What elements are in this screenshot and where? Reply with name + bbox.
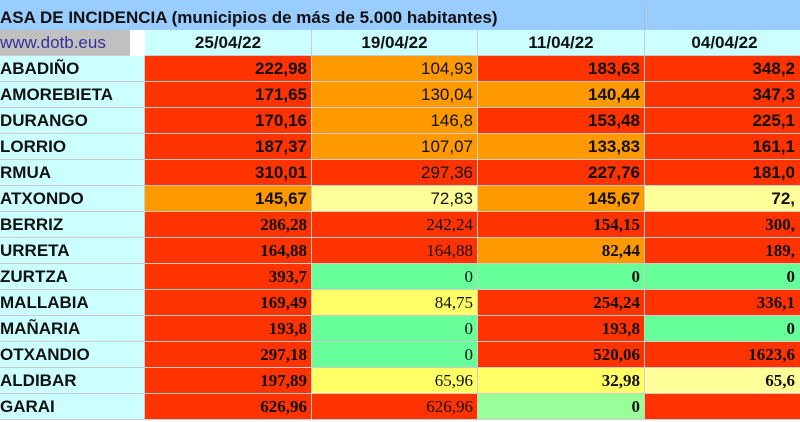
- incidence-cell[interactable]: 393,7: [145, 264, 312, 290]
- header-row: www.dotb.eus 25/04/22 19/04/22 11/04/22 …: [0, 30, 800, 56]
- date-header[interactable]: 11/04/22: [478, 30, 645, 56]
- incidence-cell[interactable]: 227,76: [478, 160, 645, 186]
- municipality-name[interactable]: RMUA: [0, 160, 145, 186]
- incidence-cell[interactable]: 520,06: [478, 342, 645, 368]
- incidence-cell[interactable]: 197,89: [145, 368, 312, 394]
- incidence-cell[interactable]: 72,: [645, 186, 800, 212]
- incidence-cell[interactable]: 187,37: [145, 134, 312, 160]
- site-link[interactable]: www.dotb.eus: [0, 30, 145, 56]
- incidence-cell[interactable]: 189,: [645, 238, 800, 264]
- incidence-cell[interactable]: 140,44: [478, 82, 645, 108]
- incidence-cell[interactable]: 65,96: [312, 368, 478, 394]
- incidence-cell[interactable]: 286,28: [145, 212, 312, 238]
- incidence-cell[interactable]: 348,2: [645, 56, 800, 82]
- incidence-cell[interactable]: 0: [478, 264, 645, 290]
- incidence-cell[interactable]: 297,36: [312, 160, 478, 186]
- incidence-cell[interactable]: 0: [312, 342, 478, 368]
- municipality-name[interactable]: GARAI: [0, 394, 145, 420]
- incidence-cell[interactable]: 153,48: [478, 108, 645, 134]
- incidence-cell[interactable]: 222,98: [145, 56, 312, 82]
- municipality-name[interactable]: BERRIZ: [0, 212, 145, 238]
- incidence-cell[interactable]: 310,01: [145, 160, 312, 186]
- incidence-cell[interactable]: 170,16: [145, 108, 312, 134]
- incidence-cell[interactable]: 626,96: [312, 394, 478, 420]
- table-row: OTXANDIO 297,18 0 520,06 1623,6: [0, 342, 800, 368]
- table-row: AMOREBIETA 171,65 130,04 140,44 347,3: [0, 82, 800, 108]
- incidence-cell[interactable]: 626,96: [145, 394, 312, 420]
- municipality-name[interactable]: ATXONDO: [0, 186, 145, 212]
- date-header[interactable]: 19/04/22: [312, 30, 478, 56]
- incidence-cell[interactable]: 82,44: [478, 238, 645, 264]
- incidence-cell[interactable]: 145,67: [145, 186, 312, 212]
- municipality-name[interactable]: DURANGO: [0, 108, 145, 134]
- incidence-cell[interactable]: 193,8: [145, 316, 312, 342]
- table-row: ZURTZA 393,7 0 0 0: [0, 264, 800, 290]
- municipality-name[interactable]: OTXANDIO: [0, 342, 145, 368]
- title-cell-empty: [645, 5, 800, 30]
- incidence-cell[interactable]: 104,93: [312, 56, 478, 82]
- incidence-cell[interactable]: 0: [478, 394, 645, 420]
- municipality-name[interactable]: MAÑARIA: [0, 316, 145, 342]
- incidence-cell[interactable]: 130,04: [312, 82, 478, 108]
- incidence-cell[interactable]: 297,18: [145, 342, 312, 368]
- table-row: RMUA 310,01 297,36 227,76 181,0: [0, 160, 800, 186]
- incidence-cell[interactable]: 32,98: [478, 368, 645, 394]
- incidence-cell[interactable]: 0: [645, 264, 800, 290]
- incidence-cell[interactable]: 336,1: [645, 290, 800, 316]
- incidence-cell[interactable]: 145,67: [478, 186, 645, 212]
- table-row: ALDIBAR 197,89 65,96 32,98 65,6: [0, 368, 800, 394]
- incidence-cell[interactable]: 171,65: [145, 82, 312, 108]
- incidence-cell[interactable]: 242,24: [312, 212, 478, 238]
- municipality-name[interactable]: ABADIÑO: [0, 56, 145, 82]
- table-row: MALLABIA 169,49 84,75 254,24 336,1: [0, 290, 800, 316]
- incidence-cell[interactable]: 225,1: [645, 108, 800, 134]
- incidence-cell[interactable]: 183,63: [478, 56, 645, 82]
- municipality-name[interactable]: URRETA: [0, 238, 145, 264]
- municipality-name[interactable]: LORRIO: [0, 134, 145, 160]
- incidence-cell[interactable]: [645, 394, 800, 420]
- incidence-cell[interactable]: 169,49: [145, 290, 312, 316]
- table-row: MAÑARIA 193,8 0 193,8 0: [0, 316, 800, 342]
- sheet-title: ASA DE INCIDENCIA (municipios de más de …: [0, 5, 645, 30]
- incidence-cell[interactable]: 1623,6: [645, 342, 800, 368]
- incidence-cell[interactable]: 347,3: [645, 82, 800, 108]
- incidence-cell[interactable]: 300,: [645, 212, 800, 238]
- incidence-cell[interactable]: 84,75: [312, 290, 478, 316]
- incidence-cell[interactable]: 161,1: [645, 134, 800, 160]
- table-row: DURANGO 170,16 146,8 153,48 225,1: [0, 108, 800, 134]
- municipality-name[interactable]: MALLABIA: [0, 290, 145, 316]
- incidence-cell[interactable]: 133,83: [478, 134, 645, 160]
- incidence-cell[interactable]: 181,0: [645, 160, 800, 186]
- table-row: URRETA 164,88 164,88 82,44 189,: [0, 238, 800, 264]
- incidence-cell[interactable]: 72,83: [312, 186, 478, 212]
- incidence-cell[interactable]: 0: [645, 316, 800, 342]
- incidence-cell[interactable]: 154,15: [478, 212, 645, 238]
- date-header[interactable]: 25/04/22: [145, 30, 312, 56]
- municipality-name[interactable]: ZURTZA: [0, 264, 145, 290]
- table-row: BERRIZ 286,28 242,24 154,15 300,: [0, 212, 800, 238]
- municipality-name[interactable]: AMOREBIETA: [0, 82, 145, 108]
- incidence-cell[interactable]: 193,8: [478, 316, 645, 342]
- blank-cell: [130, 30, 145, 56]
- incidence-cell[interactable]: 146,8: [312, 108, 478, 134]
- table-row: LORRIO 187,37 107,07 133,83 161,1: [0, 134, 800, 160]
- table-row: GARAI 626,96 626,96 0: [0, 394, 800, 420]
- incidence-cell[interactable]: 107,07: [312, 134, 478, 160]
- incidence-cell[interactable]: 164,88: [312, 238, 478, 264]
- date-header[interactable]: 04/04/22: [645, 30, 800, 56]
- incidence-cell[interactable]: 164,88: [145, 238, 312, 264]
- incidence-cell[interactable]: 0: [312, 264, 478, 290]
- table-row: ATXONDO 145,67 72,83 145,67 72,: [0, 186, 800, 212]
- incidence-cell[interactable]: 0: [312, 316, 478, 342]
- incidence-cell[interactable]: 254,24: [478, 290, 645, 316]
- incidence-cell[interactable]: 65,6: [645, 368, 800, 394]
- municipality-name[interactable]: ALDIBAR: [0, 368, 145, 394]
- table-row: ABADIÑO 222,98 104,93 183,63 348,2: [0, 56, 800, 82]
